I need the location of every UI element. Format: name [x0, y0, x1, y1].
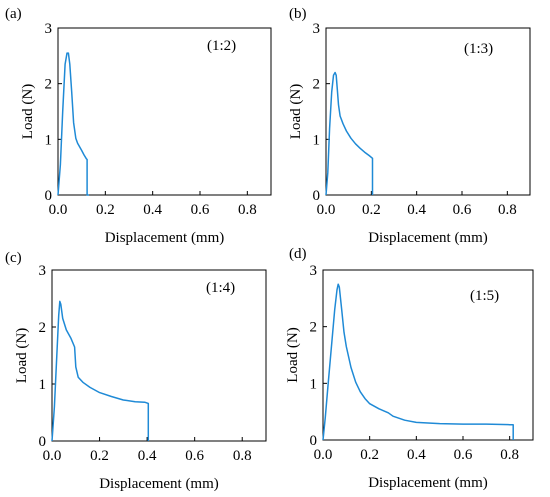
y-tick-label: 3: [310, 263, 318, 279]
panel-label: (a): [5, 6, 22, 22]
x-tick-label: 0.0: [317, 202, 336, 218]
plot-frame: [322, 269, 534, 441]
load-displacement-curve: [51, 300, 150, 442]
panel-label: (c): [5, 250, 22, 266]
plot-frame: [51, 269, 267, 442]
y-tick-label: 0: [39, 434, 47, 450]
x-tick-label: 0.8: [238, 202, 257, 218]
y-tick-label: 3: [313, 21, 321, 37]
x-tick-label: 0.6: [454, 447, 473, 463]
y-axis-label: Load (N): [14, 328, 30, 383]
panel-label: (d): [289, 246, 307, 262]
x-axis-label: Displacement (mm): [368, 475, 488, 491]
x-tick-label: 0.4: [407, 202, 426, 218]
y-tick-label: 1: [310, 376, 318, 392]
ratio-annotation: (1:4): [206, 280, 235, 296]
x-tick-label: 0.0: [43, 448, 62, 464]
y-axis-label: Load (N): [285, 327, 301, 382]
x-axis-label: Displacement (mm): [99, 476, 219, 492]
y-tick-label: 3: [45, 21, 53, 37]
x-tick-label: 0.2: [362, 202, 381, 218]
y-axis-label: Load (N): [20, 84, 36, 139]
x-tick-label: 0.6: [191, 202, 210, 218]
x-tick-label: 0.6: [185, 448, 204, 464]
panel-2: 0.0 0.2 0.4 0.6 0.8 0 1 2 3 Displacement (mm) Load…: [288, 6, 531, 246]
x-tick-label: 0.2: [96, 202, 115, 218]
plot-frame: [325, 27, 531, 196]
x-tick-label: 0.8: [498, 202, 517, 218]
y-tick-label: 2: [39, 320, 47, 336]
load-displacement-curve: [57, 52, 89, 196]
x-tick-label: 0.4: [407, 447, 426, 463]
panel-3: 0.0 0.2 0.4 0.6 0.8 0 1 2 3 Displacement (mm) Load…: [5, 250, 267, 492]
x-tick-label: 0.8: [500, 447, 519, 463]
panel-label: (b): [289, 6, 307, 22]
panel-1: 0.0 0.2 0.4 0.6 0.8 0 1 2 3 Displacement (mm) Load…: [5, 6, 272, 246]
y-axis-label: Load (N): [288, 84, 304, 139]
y-tick-label: 2: [45, 77, 53, 93]
ratio-annotation: (1:2): [207, 38, 236, 54]
x-axis-label: Displacement (mm): [368, 230, 488, 246]
panel-4: 0.0 0.2 0.4 0.6 0.8 0 1 2 3 Displacement (mm) Load…: [285, 246, 534, 491]
x-tick-label: 0.6: [453, 202, 472, 218]
load-displacement-curve: [325, 71, 374, 196]
load-displacement-curve: [322, 283, 514, 441]
x-tick-label: 0.2: [90, 448, 109, 464]
x-tick-label: 0.0: [314, 447, 333, 463]
y-tick-label: 0: [310, 433, 318, 449]
ratio-annotation: (1:3): [464, 41, 493, 57]
y-tick-label: 0: [45, 188, 53, 204]
x-tick-label: 0.2: [360, 447, 379, 463]
x-tick-label: 0.0: [49, 202, 68, 218]
x-tick-label: 0.4: [138, 448, 157, 464]
y-tick-label: 1: [39, 377, 47, 393]
y-tick-label: 3: [39, 263, 47, 279]
x-tick-label: 0.4: [143, 202, 162, 218]
y-tick-label: 0: [313, 188, 321, 204]
y-tick-label: 1: [45, 132, 53, 148]
ratio-annotation: (1:5): [470, 288, 499, 304]
y-tick-label: 2: [310, 320, 318, 336]
x-axis-label: Displacement (mm): [105, 230, 225, 246]
y-tick-label: 2: [313, 77, 321, 93]
x-tick-label: 0.8: [233, 448, 252, 464]
plot-frame: [57, 27, 272, 196]
y-tick-label: 1: [313, 132, 321, 148]
